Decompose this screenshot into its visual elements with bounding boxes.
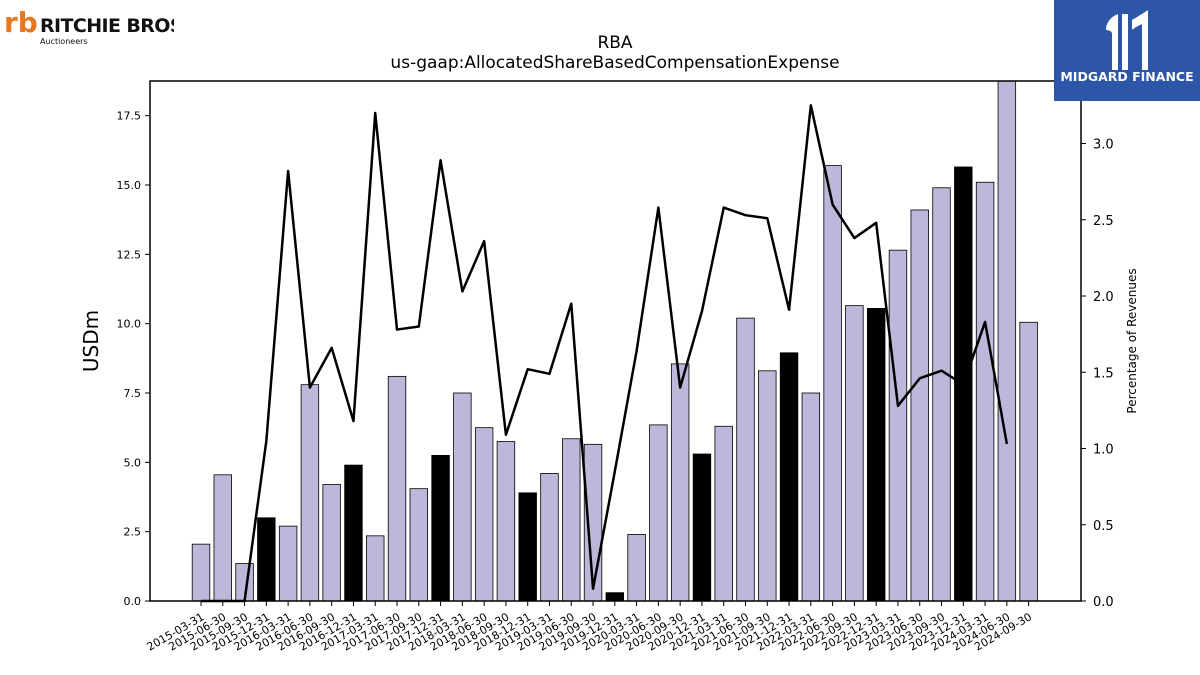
bar bbox=[562, 438, 581, 602]
bar bbox=[1019, 321, 1038, 602]
bar bbox=[888, 249, 908, 602]
y-tick-label: 10.0 bbox=[117, 318, 142, 331]
bar bbox=[997, 80, 1017, 602]
x-axis-ticks: 2015-03-312015-06-302015-09-302015-12-31… bbox=[145, 601, 1034, 654]
bar bbox=[845, 305, 864, 602]
bar bbox=[736, 317, 755, 602]
y2-tick-label: 1.5 bbox=[1093, 366, 1114, 381]
logo-mark: rb bbox=[4, 6, 38, 39]
y-tick-label: 7.5 bbox=[124, 387, 142, 400]
bar bbox=[758, 370, 777, 602]
bar bbox=[714, 425, 733, 602]
bar bbox=[300, 384, 320, 602]
y-tick-label: 17.5 bbox=[117, 110, 142, 123]
bar bbox=[322, 484, 341, 602]
left-axis-ticks: 0.0 2.5 5.0 7.5 10.0 12.5 15.0 17.5 bbox=[117, 110, 150, 608]
y2-tick-label: 0.5 bbox=[1093, 519, 1114, 534]
logo-name: RITCHIE BROS. bbox=[40, 15, 174, 37]
bar bbox=[431, 454, 450, 602]
bar bbox=[627, 534, 646, 602]
y2-tick-label: 2.5 bbox=[1093, 214, 1114, 229]
axes-group bbox=[149, 80, 1082, 602]
y-tick-label: 0.0 bbox=[124, 595, 142, 608]
bar bbox=[866, 308, 886, 602]
bar bbox=[649, 424, 668, 602]
bar bbox=[213, 474, 232, 602]
bar bbox=[409, 488, 429, 602]
y-tick-label: 12.5 bbox=[117, 248, 142, 261]
bar bbox=[366, 535, 385, 602]
bar bbox=[779, 352, 799, 602]
bar bbox=[496, 441, 516, 602]
bar bbox=[387, 375, 407, 602]
bar bbox=[801, 392, 821, 602]
bar bbox=[278, 525, 298, 602]
bar bbox=[474, 427, 494, 602]
bars-group bbox=[191, 80, 1038, 602]
logo-name: MIDGARD FINANCE bbox=[1060, 69, 1193, 84]
bar bbox=[975, 181, 995, 602]
y-axis-label: USDm bbox=[79, 310, 103, 372]
bar bbox=[257, 517, 276, 602]
midgard-finance-logo: MIDGARD FINANCE bbox=[1054, 0, 1200, 101]
bar bbox=[932, 187, 951, 602]
right-axis-ticks: 0.0 0.5 1.0 1.5 2.0 2.5 3.0 bbox=[1081, 138, 1114, 610]
series-line bbox=[201, 104, 1009, 603]
bar bbox=[344, 464, 363, 602]
bar bbox=[453, 392, 472, 602]
y2-tick-label: 2.0 bbox=[1093, 290, 1114, 305]
y-tick-label: 15.0 bbox=[117, 179, 142, 192]
bar bbox=[823, 165, 842, 602]
y-tick-label: 5.0 bbox=[124, 456, 142, 469]
y2-tick-label: 3.0 bbox=[1093, 138, 1114, 153]
chart-title: RBA bbox=[597, 33, 632, 53]
bar bbox=[910, 209, 929, 602]
chart-subtitle: us-gaap:AllocatedShareBasedCompensationE… bbox=[390, 53, 839, 73]
midgard-mark-icon bbox=[1106, 10, 1148, 70]
line-group bbox=[201, 104, 1009, 603]
y2-tick-label: 0.0 bbox=[1093, 595, 1114, 610]
y2-tick-label: 1.0 bbox=[1093, 443, 1114, 458]
plot-frame bbox=[149, 80, 1082, 602]
bar bbox=[191, 543, 211, 602]
bar bbox=[605, 592, 625, 602]
y-tick-label: 2.5 bbox=[124, 526, 142, 539]
bar bbox=[518, 492, 537, 602]
bar bbox=[692, 453, 712, 602]
logo-sub: Auctioneers bbox=[40, 37, 88, 46]
bar bbox=[670, 363, 690, 602]
y2-axis-label: Percentage of Revenues bbox=[1125, 268, 1139, 413]
bar bbox=[540, 473, 559, 602]
ritchie-bros-logo: rb RITCHIE BROS. Auctioneers bbox=[4, 4, 190, 48]
